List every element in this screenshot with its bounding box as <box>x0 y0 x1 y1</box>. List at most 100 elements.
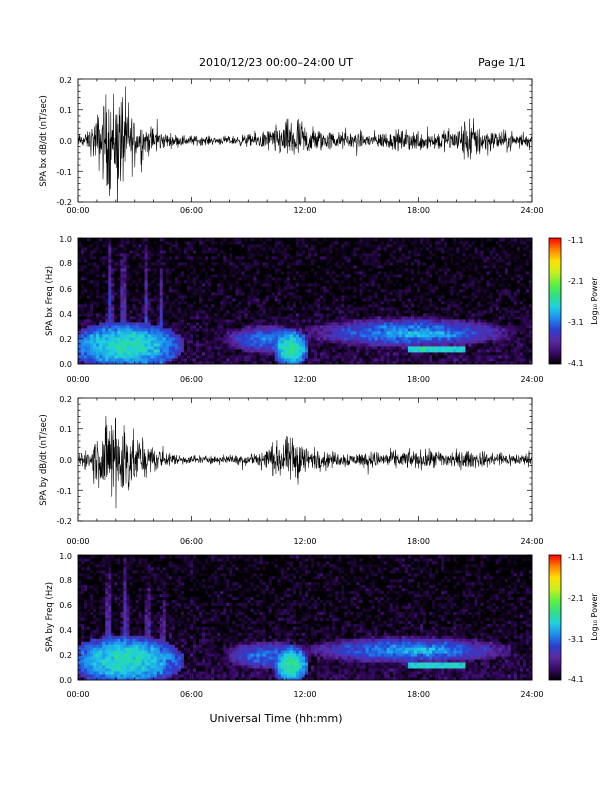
bx-spec-cell <box>84 325 87 328</box>
bx-spec-cell <box>205 319 208 322</box>
bx-spec-cell <box>302 298 305 301</box>
bx-spec-cell <box>160 268 163 271</box>
bx-spec-cell <box>305 268 308 271</box>
bx-spec-cell <box>393 292 396 295</box>
bx-spec-cell <box>414 334 417 337</box>
bx-spec-cell <box>93 313 96 316</box>
bx-spec-cell <box>220 274 223 277</box>
bx-spec-cell <box>275 286 278 289</box>
bx-spec-cell <box>220 316 223 319</box>
bx-spec-cell <box>166 238 169 241</box>
bx-spec-cell <box>411 247 414 250</box>
bx-spec-cell <box>166 325 169 328</box>
bx-spec-cell <box>426 274 429 277</box>
bx-spec-cell <box>363 328 366 331</box>
bx-spec-cell <box>314 340 317 343</box>
bx-spec-cell <box>272 247 275 250</box>
bx-spec-cell <box>184 280 187 283</box>
bx-spec-cell <box>217 304 220 307</box>
bx-spec-cell <box>396 337 399 340</box>
bx-spec-cell <box>266 358 269 361</box>
bx-spec-cell <box>211 280 214 283</box>
bx-spec-cell <box>347 265 350 268</box>
bx-spec-cell <box>235 328 238 331</box>
bx-spec-cell <box>87 331 90 334</box>
bx-spec-cell <box>251 331 254 334</box>
bx-spec-cell <box>372 277 375 280</box>
bx-spec-cell <box>169 328 172 331</box>
bx-spec-cell <box>429 334 432 337</box>
bx-spec-cell <box>126 352 129 355</box>
bx-spec-cell <box>184 265 187 268</box>
bx-spec-cell <box>148 355 151 358</box>
bx-spec-cell <box>151 289 154 292</box>
bx-spec-cell <box>281 244 284 247</box>
bx-spec-cell <box>126 328 129 331</box>
bx-spec-cell <box>99 286 102 289</box>
bx-spec-cell <box>311 283 314 286</box>
bx-spec-cell <box>426 253 429 256</box>
bx-spec-cell <box>408 247 411 250</box>
bx-spec-cell <box>160 352 163 355</box>
bx-spec-cell <box>142 289 145 292</box>
bx-spec-cell <box>157 331 160 334</box>
bx-spec-cell <box>187 313 190 316</box>
bx-spec-cell <box>251 337 254 340</box>
bx-spec-cell <box>305 340 308 343</box>
bx-spec-cell <box>278 304 281 307</box>
bx-spec-cell <box>196 244 199 247</box>
bx-spec-cell <box>105 346 108 349</box>
bx-spec-cell <box>296 343 299 346</box>
bx-spec-cell <box>396 289 399 292</box>
bx-spec-cell <box>163 334 166 337</box>
bx-spec-cell <box>290 304 293 307</box>
bx-spec-cell <box>241 304 244 307</box>
bx-spec-cell <box>366 322 369 325</box>
bx-spec-cell <box>399 349 402 352</box>
bx-spec-cell <box>302 349 305 352</box>
bx-spec-cell <box>344 283 347 286</box>
bx-spec-cell <box>299 259 302 262</box>
bx-spec-cell <box>178 274 181 277</box>
bx-spec-cell <box>251 256 254 259</box>
bx-spec-cell <box>126 301 129 304</box>
bx-spec-cell <box>214 253 217 256</box>
bx-spec-cell <box>142 253 145 256</box>
bx-spec-cell <box>426 247 429 250</box>
bx-spec-cell <box>359 304 362 307</box>
bx-spec-cell <box>399 316 402 319</box>
bx-spec-cell <box>151 292 154 295</box>
bx-spec-cell <box>353 298 356 301</box>
bx-spec-cell <box>281 352 284 355</box>
bx-spec-cell <box>90 280 93 283</box>
bx-spec-cell <box>202 337 205 340</box>
bx-spec-cell <box>157 238 160 241</box>
bx-spec-cell <box>254 340 257 343</box>
bx-spec-cell <box>420 247 423 250</box>
bx-spec-cell <box>302 343 305 346</box>
bx-spec-cell <box>111 334 114 337</box>
bx-spec-cell <box>148 259 151 262</box>
bx-spec-cell <box>402 256 405 259</box>
bx-spec-cell <box>145 310 148 313</box>
bx-spec-cell <box>93 355 96 358</box>
bx-spec-cell <box>235 337 238 340</box>
bx-spec-cell <box>344 340 347 343</box>
bx-spec-cell <box>193 310 196 313</box>
bx-spec-cell <box>305 274 308 277</box>
bx-spec-cell <box>353 310 356 313</box>
bx-spec-cell <box>99 328 102 331</box>
bx-spec-cell <box>405 301 408 304</box>
bx-spec-cell <box>257 322 260 325</box>
bx-spec-cell <box>387 259 390 262</box>
bx-spec-cell <box>111 343 114 346</box>
bx-spec-cell <box>99 244 102 247</box>
bx-spec-cell <box>317 340 320 343</box>
bx-spec-cell <box>217 295 220 298</box>
bx-spec-cell <box>411 319 414 322</box>
bx-spec-cell <box>393 301 396 304</box>
bx-spec-cell <box>93 274 96 277</box>
bx-spec-cell <box>229 271 232 274</box>
bx-spec-cell <box>199 322 202 325</box>
bx-spec-cell <box>251 250 254 253</box>
